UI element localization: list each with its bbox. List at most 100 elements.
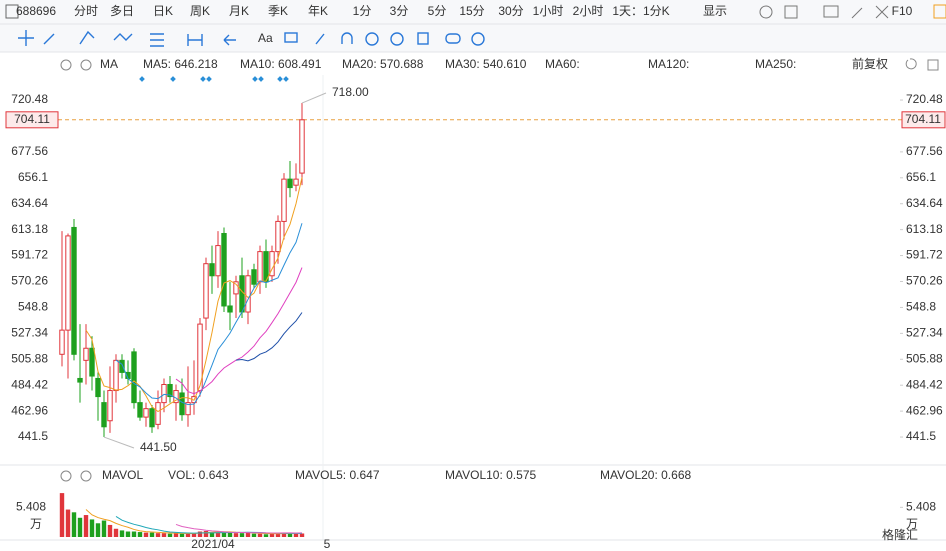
candle-body [281, 178, 287, 222]
x-tick-label: 5 [324, 537, 331, 551]
toolbar-bg [0, 0, 946, 24]
toolbar-tab[interactable]: 688696 [16, 4, 56, 18]
volume-bar [209, 532, 215, 537]
last-price-box [5, 111, 59, 129]
candle-body [71, 226, 77, 355]
volume-bar [185, 533, 191, 537]
x-tick-label: 2021/04 [191, 537, 235, 551]
indicator-name: MA [100, 57, 118, 71]
y-tick-label: 634.64 [11, 196, 48, 210]
panel-icons[interactable] [60, 58, 939, 482]
candle-body [287, 178, 293, 189]
candle-body [77, 377, 83, 383]
volume-bar [143, 532, 149, 537]
candle-body [251, 269, 257, 285]
volume-bar [299, 533, 305, 537]
ma-label: MA60: [545, 57, 580, 71]
low-label: 441.50 [140, 440, 177, 454]
toolbar-tab[interactable]: 周K [190, 4, 210, 18]
toolbar-tab[interactable]: 季K [268, 4, 288, 18]
volume-bar [125, 531, 131, 537]
vol-tick-label: 5.408 [16, 499, 46, 513]
candle-body [179, 392, 185, 416]
candle-body [59, 329, 65, 355]
candle-body [263, 251, 269, 283]
volume-bar [71, 512, 77, 537]
toolbar-tab[interactable]: 1小时 [533, 4, 564, 18]
candle-body [89, 347, 95, 377]
volume-bar [179, 533, 185, 537]
y-tick-label: 441.5 [906, 429, 936, 443]
ma-label: MA20: 570.688 [342, 57, 424, 71]
toolbar-tab[interactable]: 显示 [703, 4, 727, 18]
candle-body [221, 232, 227, 307]
y-tick-label: 484.42 [11, 377, 48, 391]
candle-body [101, 402, 107, 428]
candle-body [65, 235, 71, 331]
volume-bar [83, 515, 89, 537]
candle-body [143, 408, 149, 418]
y-tick-label: 720.48 [11, 92, 48, 106]
volume-bar [89, 519, 95, 537]
volume-bar [167, 533, 173, 537]
toolbar-tab[interactable]: 年K [308, 4, 328, 18]
candle-body [161, 383, 167, 404]
y-tick-label: 720.48 [906, 92, 943, 106]
volume-bar [119, 530, 125, 537]
candle-body [119, 359, 125, 373]
toolbar-tab[interactable]: 15分 [459, 4, 484, 18]
volume-bar [131, 531, 137, 537]
vol-label: MAVOL5: 0.647 [295, 468, 380, 482]
volume-bar [245, 532, 251, 537]
volume-bar [239, 533, 245, 537]
drawing-tools[interactable] [18, 30, 485, 47]
toolbar-tab[interactable]: 分时 [74, 4, 98, 18]
toolbar-tab[interactable]: 2小时 [573, 4, 604, 18]
volume-bar [107, 524, 113, 537]
volume-bar [275, 533, 281, 537]
volume-bar [191, 533, 197, 537]
toolbar-tab[interactable]: 5分 [428, 4, 447, 18]
candle-body [107, 390, 113, 422]
toolbar-tab[interactable]: 1分 [353, 4, 372, 18]
y-tick-label: 613.18 [906, 222, 943, 236]
volume-bar [161, 533, 167, 537]
y-tick-label: 441.5 [18, 429, 48, 443]
y-tick-label: 570.26 [906, 274, 943, 288]
volume-bar [113, 528, 119, 537]
y-tick-label: 656.1 [18, 170, 48, 184]
volume-bar [149, 532, 155, 537]
ma-label: MA30: 540.610 [445, 57, 527, 71]
candle-body [95, 377, 101, 398]
toolbar-tab[interactable]: 1天：1分K [612, 4, 669, 18]
vol-tick-label: 5.408 [906, 499, 936, 513]
toolbar-tab[interactable]: F10 [892, 4, 913, 18]
adjust-mode[interactable]: 前复权 [852, 56, 888, 71]
volume-bar [95, 523, 101, 537]
ma-label: MA5: 646.218 [143, 57, 218, 71]
y-tick-label: 462.96 [11, 403, 48, 417]
sidebar-icon[interactable] [5, 4, 19, 19]
candle-body [167, 383, 173, 398]
volume-bar [251, 533, 257, 537]
y-tick-label: 548.8 [906, 300, 936, 314]
top-right-icons[interactable] [759, 4, 946, 19]
vol-label: MAVOL10: 0.575 [445, 468, 536, 482]
candle-body [149, 408, 155, 428]
event-markers [139, 76, 289, 82]
text-tool[interactable]: Aa [258, 31, 273, 45]
toolbar-tab[interactable]: 3分 [390, 4, 409, 18]
toolbar-tab[interactable]: 多日 [110, 4, 134, 18]
y-tick-label: 591.72 [11, 248, 48, 262]
volume-bar [215, 532, 221, 537]
toolbar-tab[interactable]: 月K [229, 4, 249, 18]
candle-body [269, 251, 275, 277]
low-leader [103, 436, 135, 449]
toolbar-tab[interactable]: 日K [153, 4, 173, 18]
vol-label: MAVOL20: 0.668 [600, 468, 691, 482]
volume-bar [233, 533, 239, 537]
indicator-name: MAVOL [102, 468, 143, 482]
toolbar-tab[interactable]: 30分 [498, 4, 523, 18]
last-price-label: 704.11 [905, 112, 941, 126]
